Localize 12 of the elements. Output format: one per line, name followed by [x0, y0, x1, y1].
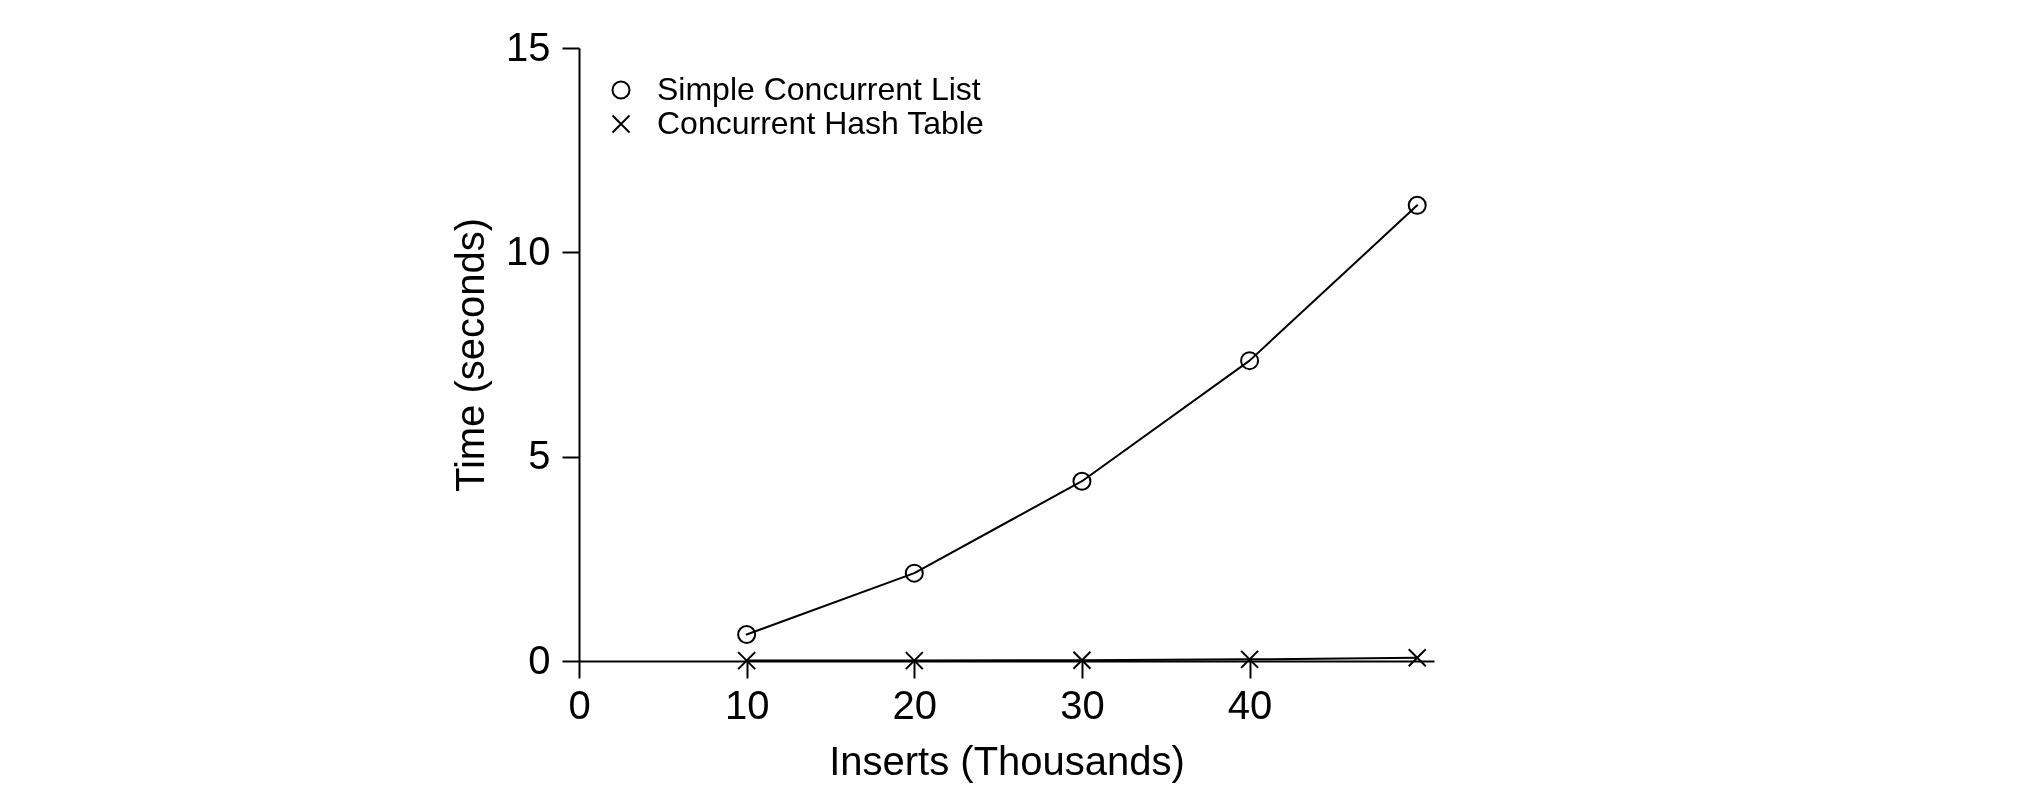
y-axis-title: Time (seconds)	[448, 217, 493, 493]
legend-label: Simple Concurrent List	[657, 71, 981, 107]
x-tick-label: 10	[724, 682, 770, 727]
x-tick-label: 0	[568, 682, 591, 727]
y-tick-label: 10	[506, 228, 551, 273]
y-tick-label: 0	[528, 637, 551, 682]
y-tick-label: 15	[506, 24, 551, 69]
x-tick-label: 30	[1060, 682, 1105, 727]
x-tick-label: 20	[892, 682, 938, 727]
x-tick-label: 40	[1227, 682, 1273, 727]
x-axis-title: Inserts (Thousands)	[829, 738, 1185, 783]
y-tick-label: 5	[528, 433, 551, 478]
